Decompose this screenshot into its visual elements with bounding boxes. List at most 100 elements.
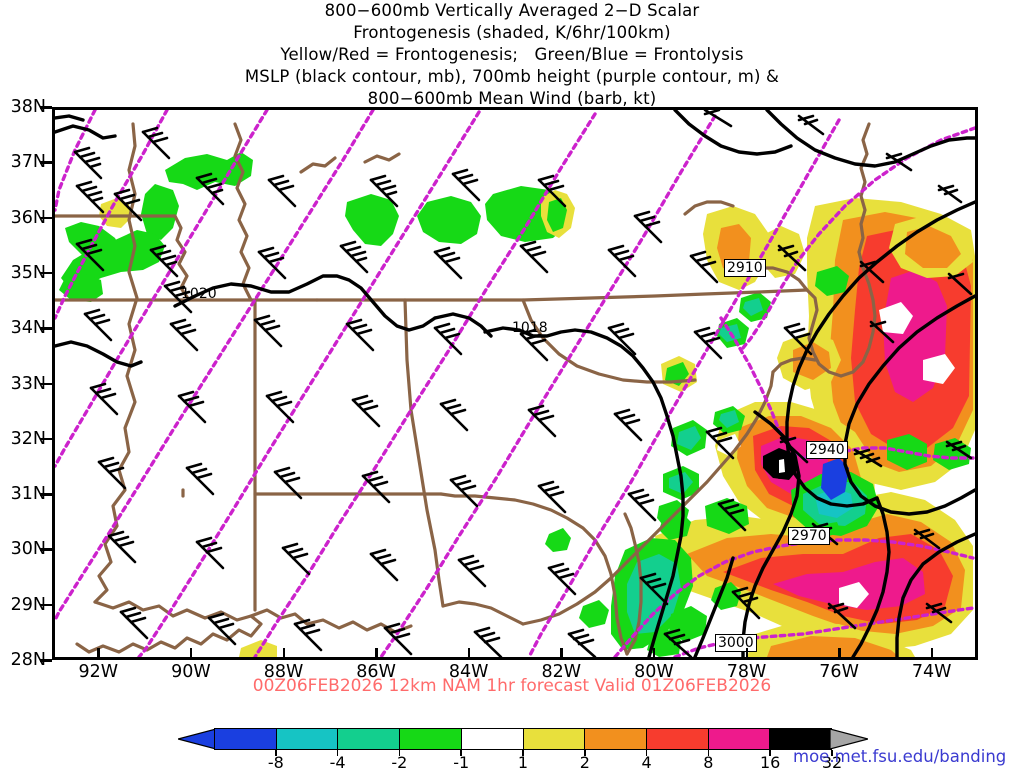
- mslp-contour-1020-e: [433, 312, 493, 338]
- wind-barb: [97, 456, 127, 490]
- surface-low-marker: [768, 453, 794, 479]
- y-axis-tick: [40, 659, 52, 662]
- colorbar-tick-label: -8: [267, 753, 284, 772]
- height-contour-c: [55, 110, 269, 468]
- colorbar-tick-label: -4: [329, 753, 346, 772]
- colorbar-tick-label: 32: [821, 753, 843, 772]
- y-axis-label: 34N: [10, 318, 46, 339]
- x-axis-label: 84W: [448, 662, 489, 682]
- mslp-contours: [55, 110, 975, 657]
- wind-barb: [257, 246, 287, 280]
- y-axis-tick: [40, 493, 52, 496]
- shade-hole-1: [879, 302, 913, 334]
- colorbar-tick: [584, 750, 586, 756]
- shade-hole-3: [839, 582, 869, 608]
- height-contour-label: 2940: [806, 441, 848, 459]
- height-contour-label: 2970: [788, 527, 830, 545]
- wind-barb: [113, 188, 143, 222]
- wind-barb: [633, 210, 663, 244]
- wind-barb: [639, 572, 669, 606]
- boundary-nc-coast-2: [771, 356, 817, 374]
- height-contour-b: [55, 110, 169, 320]
- x-axis-label: 86W: [356, 662, 396, 682]
- colorbar-tick: [831, 750, 833, 756]
- y-axis-label: 30N: [10, 539, 46, 560]
- wind-barb: [859, 260, 885, 284]
- x-axis-label: 74W: [911, 662, 952, 682]
- x-axis-tick: [930, 648, 934, 660]
- colorbar-cells[interactable]: [214, 728, 832, 750]
- colorbar-cell[interactable]: [646, 729, 709, 749]
- shade-teal-nw-low2: [677, 426, 701, 450]
- wind-barb: [293, 618, 323, 652]
- x-axis-tick: [282, 648, 285, 660]
- wind-barb: [253, 314, 283, 348]
- wind-barb: [853, 448, 883, 468]
- colorbar-cell[interactable]: [276, 729, 339, 749]
- wind-barb: [613, 408, 643, 442]
- wind-barb: [783, 322, 813, 356]
- wind-barb: [265, 390, 295, 424]
- wind-barb: [885, 152, 913, 172]
- wind-barb: [107, 530, 137, 564]
- colorbar-cell[interactable]: [215, 729, 277, 749]
- mslp-contour-1018: [55, 326, 685, 657]
- y-axis-label: 28N: [10, 650, 46, 670]
- colorbar-tick: [769, 750, 771, 756]
- height-contours-700mb: [55, 110, 975, 657]
- wind-barb: [169, 318, 199, 352]
- wind-barb: [663, 628, 693, 657]
- wind-barb: [937, 184, 963, 204]
- x-axis-tick: [189, 648, 193, 660]
- colorbar-cell[interactable]: [585, 729, 647, 749]
- y-axis-label: 31N: [10, 484, 46, 505]
- colorbar-tick: [275, 750, 277, 756]
- wind-barb: [705, 426, 735, 460]
- x-axis-label: 82W: [541, 662, 582, 682]
- x-axis-label: 88W: [263, 662, 304, 682]
- x-axis-tick: [560, 648, 563, 660]
- boundary-al-ga-line: [403, 298, 445, 608]
- wind-barb: [75, 180, 105, 214]
- wind-barb: [777, 244, 807, 272]
- map-svg: [55, 110, 975, 657]
- colorbar-cell[interactable]: [338, 729, 401, 749]
- wind-barbs: [73, 110, 973, 657]
- x-axis-tick: [652, 648, 656, 660]
- x-axis-label: 76W: [819, 662, 859, 682]
- colorbar-tick: [522, 750, 524, 756]
- wind-barb: [627, 488, 657, 522]
- colorbar[interactable]: -8 -4 -2 -1 1 2 4 8 16 32: [178, 728, 868, 772]
- wind-barb: [693, 326, 723, 360]
- boundary-va-nc-coast: [805, 288, 843, 378]
- shade-green-fl-e: [545, 528, 571, 552]
- colorbar-cell[interactable]: [400, 729, 462, 749]
- shade-green-sc-a: [547, 198, 567, 232]
- colorbar-cell[interactable]: [523, 729, 586, 749]
- mslp-contour-label: 1020: [181, 286, 217, 302]
- colorbar-tick: [645, 750, 648, 756]
- colorbar-tick-label: 16: [760, 753, 781, 772]
- map-plot-area[interactable]: 1020 1018 2910 2940 2970 3000: [52, 107, 978, 660]
- x-axis-tick: [467, 648, 471, 660]
- colorbar-cell[interactable]: [708, 729, 771, 749]
- shade-orange-vabelt: [905, 226, 961, 268]
- wind-barb: [207, 612, 237, 646]
- wind-barb: [339, 240, 369, 274]
- boundary-gulf-coast-la: [75, 600, 263, 654]
- colorbar-under-arrow: [178, 728, 216, 750]
- y-axis-label: 37N: [10, 152, 46, 173]
- y-axis-label: 32N: [10, 428, 46, 449]
- wind-barb: [433, 322, 463, 356]
- colorbar-tick: [336, 750, 339, 756]
- y-axis-label: 29N: [10, 594, 46, 615]
- colorbar-cell[interactable]: [770, 729, 832, 749]
- shade-hole-2: [923, 354, 955, 384]
- wind-barb: [439, 398, 469, 432]
- wind-barb: [195, 172, 225, 206]
- boundary-ga-sc: [441, 600, 525, 626]
- wind-barb: [913, 528, 941, 550]
- wind-barb: [827, 602, 857, 630]
- boundary-sc-nc: [521, 298, 697, 384]
- colorbar-cell[interactable]: [461, 729, 524, 749]
